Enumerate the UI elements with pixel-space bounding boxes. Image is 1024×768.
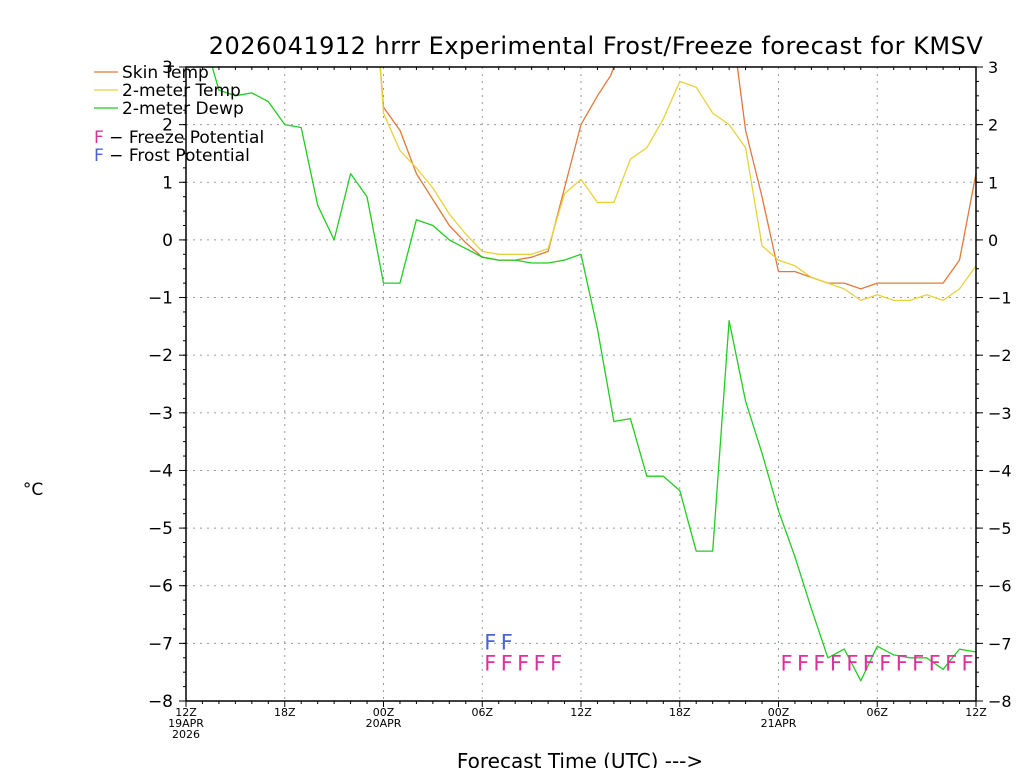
- chart-title: 2026041912 hrrr Experimental Frost/Freez…: [209, 32, 984, 60]
- y-tick-label-left: −3: [148, 404, 173, 424]
- y-tick-label-left: −6: [148, 577, 173, 597]
- y-tick-label-right: 2: [988, 116, 998, 135]
- x-tick-label: 06Z: [471, 706, 493, 719]
- y-tick-label-right: −4: [988, 461, 1012, 480]
- series-line-skin-temp: [736, 66, 977, 290]
- y-tick-label-left: 3: [162, 58, 173, 78]
- y-tick-label-left: −5: [148, 519, 173, 539]
- marker-freeze-potential: F: [912, 651, 924, 675]
- series-line-2-meter-temp: [379, 66, 977, 302]
- potential-markers: F FF F F F F F F F F F F F F F F F F: [484, 630, 973, 675]
- y-tick-label-right: 3: [988, 58, 998, 77]
- y-tick-label-right: −6: [988, 577, 1012, 596]
- x-tick-label: 18Z: [669, 706, 691, 719]
- y-tick-label-right: −1: [988, 289, 1012, 308]
- axes: −8 −8 −7 −7 −6 −6 −5 −5 −4 −4 −3 −3 −2 −2 −1 −1 0 0 1 1 2 2 3 3…: [148, 58, 1012, 741]
- y-tick-label-right: −3: [988, 404, 1012, 423]
- x-tick-label: 12Z: [570, 706, 592, 719]
- marker-freeze-potential: F: [550, 651, 562, 675]
- y-tick-label-right: −8: [988, 692, 1012, 711]
- legend-marker-entry: F − Freeze Potential: [94, 128, 264, 148]
- y-tick-label-left: 1: [162, 173, 173, 193]
- legend-label: 2-meter Dewp: [122, 99, 244, 119]
- marker-freeze-potential: F: [781, 651, 793, 675]
- y-tick-label-left: −4: [148, 461, 173, 481]
- marker-freeze-potential: F: [484, 651, 496, 675]
- marker-freeze-potential: F: [945, 651, 957, 675]
- series-line-2-meter-dewp: [211, 66, 977, 682]
- y-tick-label-left: −2: [148, 346, 173, 366]
- legend-label: Skin Temp: [122, 63, 209, 83]
- marker-freeze-potential: F: [797, 651, 809, 675]
- x-tick-label: 20APR: [366, 717, 402, 730]
- marker-freeze-potential: F: [962, 651, 974, 675]
- x-tick-label: 19APR: [168, 717, 204, 730]
- x-tick-label: 12Z: [175, 706, 197, 719]
- y-tick-label-right: 1: [988, 173, 998, 192]
- marker-frost-potential: F: [484, 630, 496, 654]
- legend-marker-entry: F − Frost Potential: [94, 146, 250, 166]
- marker-freeze-potential: F: [534, 651, 546, 675]
- marker-freeze-potential: F: [830, 651, 842, 675]
- marker-frost-potential: F: [501, 630, 513, 654]
- x-tick-label: 21APR: [761, 717, 797, 730]
- y-tick-label-right: 0: [988, 231, 998, 250]
- marker-freeze-potential: F: [929, 651, 941, 675]
- marker-freeze-potential: F: [517, 651, 529, 675]
- marker-freeze-potential: F: [501, 651, 513, 675]
- x-tick-label: 18Z: [274, 706, 296, 719]
- marker-freeze-potential: F: [863, 651, 875, 675]
- y-tick-label-left: 0: [162, 231, 173, 251]
- series-lines: [211, 66, 977, 682]
- marker-freeze-potential: F: [896, 651, 908, 675]
- marker-freeze-potential: F: [813, 651, 825, 675]
- marker-freeze-potential: F: [846, 651, 858, 675]
- y-tick-label-right: −2: [988, 346, 1012, 365]
- x-tick-label: 00Z: [373, 706, 395, 719]
- x-tick-label: 12Z: [965, 706, 987, 719]
- y-tick-label-left: −1: [148, 289, 173, 309]
- marker-freeze-potential: F: [879, 651, 891, 675]
- x-tick-label: 2026: [172, 728, 200, 741]
- y-tick-label-right: −7: [988, 634, 1012, 653]
- y-tick-label-left: −7: [148, 634, 173, 654]
- y-tick-label-right: −5: [988, 519, 1012, 538]
- y-tick-label-left: −8: [148, 692, 173, 712]
- y-axis-label: °C: [23, 480, 43, 500]
- x-axis-label: Forecast Time (UTC) --->: [457, 749, 703, 768]
- x-tick-label: 00Z: [768, 706, 790, 719]
- legend-label: 2-meter Temp: [122, 81, 241, 101]
- x-tick-label: 06Z: [866, 706, 888, 719]
- y-tick-label-left: 2: [162, 116, 173, 136]
- grid: [186, 67, 976, 701]
